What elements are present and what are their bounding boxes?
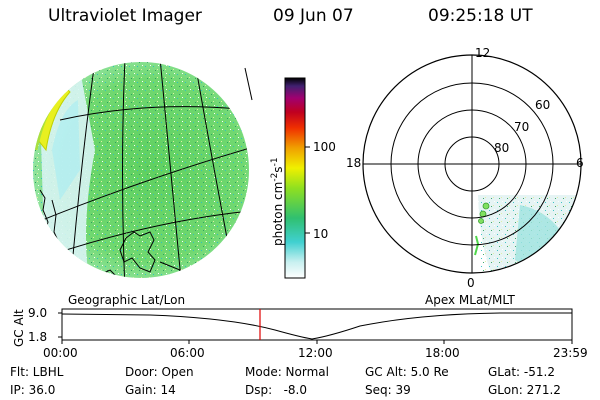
mlt-label-0: 0 <box>467 276 475 290</box>
mlt-label-12: 12 <box>475 46 491 60</box>
lat-label-80: 80 <box>494 141 510 155</box>
mlt-label-18: 18 <box>346 156 362 170</box>
dsp-info: Dsp: -8.0 <box>245 383 308 397</box>
unit-mid: s <box>271 166 285 173</box>
unit-exp1: -2 <box>270 172 280 182</box>
lat-label-70: 70 <box>514 120 530 134</box>
time-tick-2359: 23:59 <box>553 346 588 360</box>
time-tick-0000: 00:00 <box>43 346 78 360</box>
geo-latitude-info: GLat: -51.2 <box>488 365 555 379</box>
geo-longitude-info: GLon: 271.2 <box>488 383 561 397</box>
altitude-ylabel: GC Alt <box>12 309 26 347</box>
unit-exp2: -1 <box>270 157 280 167</box>
colorbar-tick-10: 10 <box>313 227 329 241</box>
gain-info: Gain: 14 <box>125 383 176 397</box>
ip-info: IP: 36.0 <box>10 383 56 397</box>
apex-panel-label: Apex MLat/MLT <box>425 293 515 307</box>
colorbar-tick-100: 100 <box>313 140 336 154</box>
polar-plot <box>362 54 582 274</box>
filter-info: Flt: LBHL <box>10 365 64 379</box>
gc-altitude-info: GC Alt: 5.0 Re <box>365 365 449 379</box>
lat-label-60: 60 <box>535 98 551 112</box>
geographic-panel-label: Geographic Lat/Lon <box>68 293 186 307</box>
altitude-ytick-high: 9.0 <box>28 306 48 320</box>
geographic-image <box>33 62 253 278</box>
observation-date: 09 Jun 07 <box>273 6 354 26</box>
unit-base: photon cm <box>271 181 285 246</box>
sequence-info: Seq: 39 <box>365 383 411 397</box>
time-tick-1800: 18:00 <box>425 346 460 360</box>
altitude-panel <box>58 308 573 344</box>
colorbar <box>284 77 310 279</box>
altitude-ytick-low: 1.8 <box>28 330 48 344</box>
door-info: Door: Open <box>125 365 194 379</box>
time-tick-1200: 12:00 <box>298 346 333 360</box>
instrument-title: Ultraviolet Imager <box>48 6 202 26</box>
mode-info: Mode: Normal <box>245 365 329 379</box>
colorbar-unit-label: photon cm-2s-1 <box>270 157 285 246</box>
mlt-label-6: 6 <box>576 156 584 170</box>
time-tick-0600: 06:00 <box>170 346 205 360</box>
observation-time: 09:25:18 UT <box>428 6 533 26</box>
